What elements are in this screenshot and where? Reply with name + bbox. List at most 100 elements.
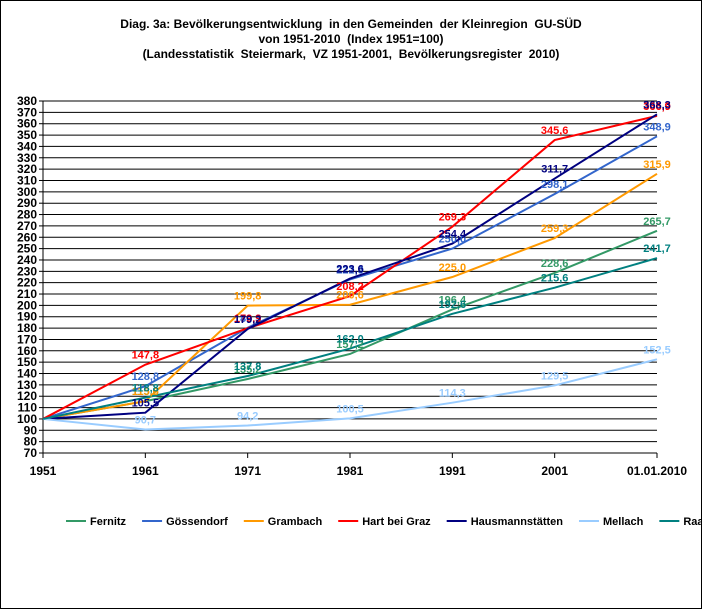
y-tick-label: 70 <box>24 446 38 460</box>
data-label: 196,4 <box>439 294 467 306</box>
data-label: 368,3 <box>643 99 671 111</box>
y-tick-label: 200 <box>17 298 37 312</box>
y-tick-label: 330 <box>17 151 37 165</box>
data-label: 223,6 <box>336 264 364 276</box>
data-label: 115,6 <box>132 386 159 398</box>
data-label: 298,1 <box>541 179 569 191</box>
legend-label: Grambach <box>268 516 323 528</box>
title-line-3: (Landesstatistik Steiermark, VZ 1951-200… <box>142 47 560 61</box>
x-tick-label: 1991 <box>439 464 466 478</box>
series-line-hart-bei-graz <box>42 114 658 420</box>
data-label: 128,8 <box>132 371 160 383</box>
data-label: 180,3 <box>234 313 262 325</box>
data-label: 147,8 <box>132 350 160 362</box>
data-label: 228,6 <box>541 258 569 270</box>
y-tick-label: 150 <box>17 355 37 369</box>
title-line-1: Diag. 3a: Bevölkerungsentwicklung in den… <box>120 17 582 31</box>
data-label: 135,2 <box>234 364 262 376</box>
y-tick-label: 190 <box>17 310 37 324</box>
grid <box>43 100 657 443</box>
y-tick-label: 230 <box>17 264 37 278</box>
y-tick-label: 90 <box>24 423 38 437</box>
y-tick-label: 80 <box>24 435 38 449</box>
y-tick-label: 320 <box>17 162 37 176</box>
y-tick-label: 140 <box>17 367 37 381</box>
data-labels: 115,6 135,2 157,2 196,4 228,6 265,7 128,8 180,3… <box>132 99 671 426</box>
legend-label: Gössendorf <box>166 516 228 528</box>
chart-title: Diag. 3a: Bevölkerungsentwicklung in den… <box>0 17 702 62</box>
y-tick-label: 110 <box>18 401 38 415</box>
series-line-raaba <box>42 257 658 420</box>
series-lines <box>42 113 658 431</box>
legend-label: Raaba <box>683 516 702 528</box>
legend-label: Hart bei Graz <box>362 516 431 528</box>
data-label: 94,2 <box>237 411 258 423</box>
y-tick-label: 180 <box>17 321 37 335</box>
x-tick-label: 1961 <box>132 464 159 478</box>
y-tick-label: 380 <box>17 94 37 108</box>
y-tick-label: 290 <box>17 196 37 210</box>
x-tick-label: 1951 <box>30 464 57 478</box>
data-label: 137,8 <box>234 361 262 373</box>
y-tick-label: 100 <box>17 412 37 426</box>
legend: Fernitz Gössendorf Grambach Hart bei Graz Ha… <box>66 516 702 528</box>
data-label: 259,3 <box>541 223 569 235</box>
legend-label: Mellach <box>603 516 644 528</box>
data-label: 100,5 <box>336 403 364 415</box>
data-label: 315,9 <box>643 159 671 171</box>
data-label: 115,6 <box>132 386 159 398</box>
x-tick-label: 01.01.2010 <box>627 464 687 478</box>
data-label: 114,3 <box>439 388 466 400</box>
y-tick-label: 120 <box>17 389 37 403</box>
data-label: 269,3 <box>439 212 467 224</box>
series-line-hausmannst-tten <box>42 113 658 420</box>
y-tick-label: 270 <box>17 219 37 233</box>
y-tick-label: 250 <box>17 242 37 256</box>
axes: 7080901001101201301401501601701801902002… <box>17 94 687 478</box>
data-label: 179,2 <box>234 314 262 326</box>
data-label: 366,9 <box>643 101 671 113</box>
data-label: 250,0 <box>439 234 467 246</box>
data-label: 200,6 <box>336 290 364 302</box>
y-tick-label: 210 <box>17 287 37 301</box>
y-tick-label: 170 <box>17 332 37 346</box>
y-tick-label: 360 <box>17 117 37 131</box>
x-tick-label: 2001 <box>541 464 568 478</box>
data-label: 254,4 <box>439 229 467 241</box>
y-tick-label: 340 <box>17 139 37 153</box>
data-label: 179,9 <box>234 313 262 325</box>
title-line-2: von 1951-2010 (Index 1951=100) <box>258 32 444 46</box>
data-label: 222,9 <box>336 264 364 276</box>
data-label: 199,8 <box>234 291 262 303</box>
series-line-grambach <box>42 172 658 420</box>
y-tick-label: 220 <box>17 276 37 290</box>
y-tick-label: 160 <box>17 344 37 358</box>
data-label: 90,7 <box>135 414 156 426</box>
data-label: 208,2 <box>336 281 364 293</box>
y-tick-label: 260 <box>17 230 37 244</box>
y-tick-label: 300 <box>17 185 37 199</box>
data-label: 162,0 <box>336 334 364 346</box>
data-label: 311,7 <box>541 164 568 176</box>
data-label: 345,6 <box>541 125 569 137</box>
y-tick-label: 130 <box>17 378 37 392</box>
data-label: 225,0 <box>439 262 467 274</box>
y-tick-label: 370 <box>17 105 37 119</box>
data-label: 192,6 <box>439 299 467 311</box>
y-tick-label: 310 <box>17 173 37 187</box>
y-tick-label: 240 <box>17 253 37 267</box>
x-tick-label: 1981 <box>337 464 364 478</box>
data-label: 105,5 <box>132 398 160 410</box>
series-line-mellach <box>42 358 658 431</box>
data-label: 265,7 <box>643 216 671 228</box>
data-label: 129,5 <box>541 370 569 382</box>
legend-label: Fernitz <box>90 516 127 528</box>
data-label: 241,7 <box>643 243 671 255</box>
y-tick-label: 350 <box>17 128 37 142</box>
x-tick-label: 1971 <box>234 464 261 478</box>
legend-label: Hausmannstätten <box>471 516 564 528</box>
y-tick-label: 280 <box>17 208 37 222</box>
data-label: 348,9 <box>643 121 671 133</box>
data-label: 118,8 <box>132 383 159 395</box>
